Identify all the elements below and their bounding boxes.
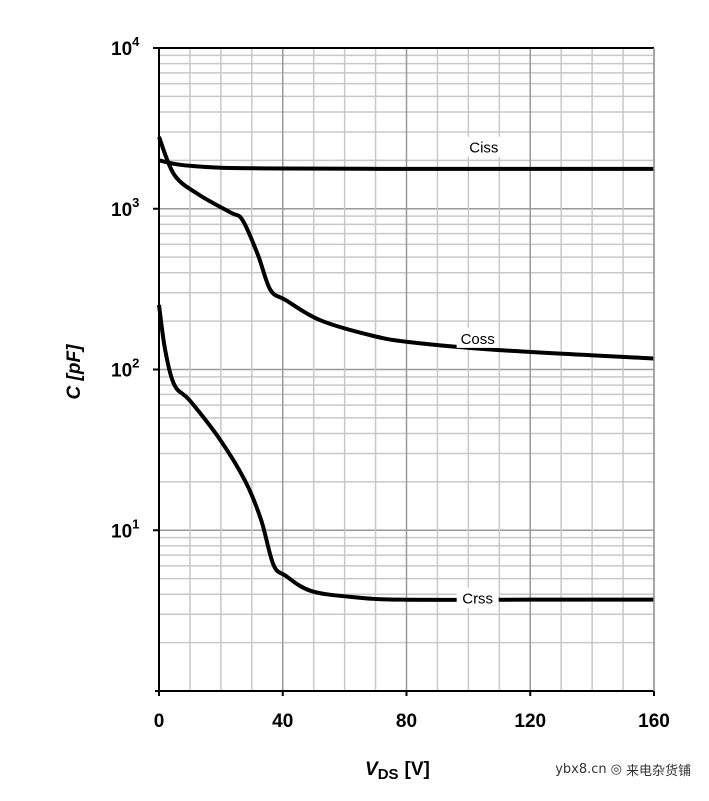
series-crss-label: Crss [462, 591, 493, 608]
x-tick-label: 40 [272, 711, 293, 732]
series-ciss-line [158, 158, 654, 171]
series-lines: Ciss Coss Crss [157, 136, 655, 608]
x-axis-label: VDS [V] [365, 759, 430, 783]
wechat-icon: ◎ [610, 762, 622, 777]
series-label-bg [456, 587, 499, 608]
series-label-bg [456, 327, 499, 348]
watermark: ybx8.cn ◎ 来电杂货铺 [555, 760, 691, 779]
axes [153, 47, 655, 696]
watermark-name: 来电杂货铺 [625, 764, 691, 779]
x-axis-label-sub: DS [378, 766, 399, 783]
series-label-bg [462, 136, 505, 157]
x-tick-label: 160 [638, 711, 670, 732]
y-tick-label: 103 [111, 195, 139, 221]
x-axis-label-v: V [365, 759, 379, 780]
x-tick-label: 120 [514, 711, 546, 732]
watermark-site: ybx8.cn [555, 762, 607, 777]
axis-labels: C [pF] VDS [V] 0 40 80 120 160 101 102 103 104 [64, 34, 670, 783]
series-coss-line [157, 136, 655, 361]
series-ciss-label: Ciss [469, 140, 498, 157]
series-coss-label: Coss [461, 331, 495, 348]
y-tick-label: 101 [111, 516, 139, 542]
series-crss-line [157, 304, 654, 602]
x-tick-label: 0 [154, 711, 165, 732]
y-tick-label: 102 [111, 356, 139, 382]
grid [159, 48, 655, 691]
x-tick-label: 80 [396, 711, 417, 732]
y-tick-label: 104 [111, 34, 140, 60]
y-axis-label: C [pF] [64, 344, 85, 400]
x-axis-label-unit: [V] [405, 759, 430, 780]
